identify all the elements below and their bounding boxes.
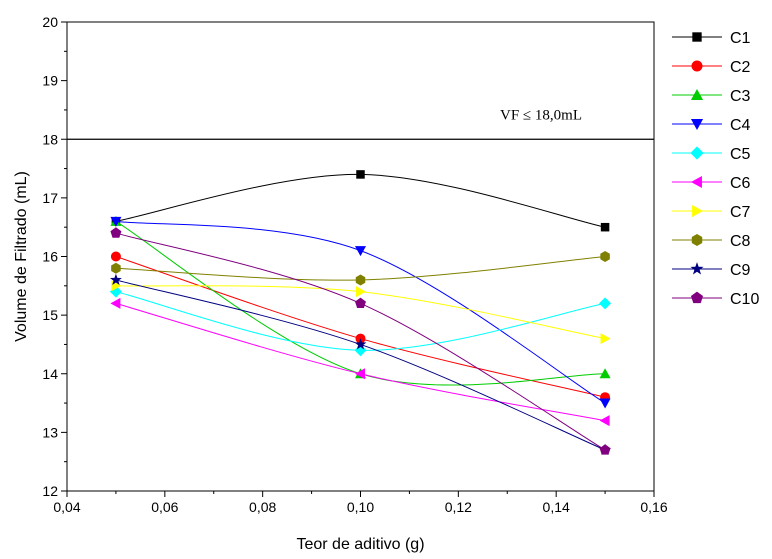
legend-marker (690, 291, 704, 304)
x-tick-label: 0,12 (445, 499, 472, 515)
legend-label: C5 (730, 146, 751, 163)
y-tick-label: 20 (42, 14, 58, 30)
legend-label: C8 (730, 233, 751, 250)
plot-frame (66, 21, 655, 492)
series-c1 (111, 170, 610, 232)
data-point (599, 444, 611, 455)
x-tick-label: 0,10 (347, 499, 374, 515)
legend-label: C9 (730, 262, 751, 279)
series-c10 (110, 227, 611, 455)
data-point (356, 170, 365, 179)
x-tick-label: 0,04 (53, 499, 80, 515)
legend-marker (692, 204, 704, 218)
legend-marker (690, 119, 704, 131)
series-c8 (111, 251, 610, 286)
x-tick-label: 0,06 (151, 499, 178, 515)
legend-entry-c2: C2 (672, 59, 751, 76)
legend-entry-c3: C3 (672, 88, 751, 105)
series-c7 (111, 280, 611, 345)
x-tick-label: 0,16 (640, 499, 667, 515)
data-point (600, 251, 610, 262)
data-point (356, 286, 366, 298)
legend-marker (692, 32, 702, 42)
data-point (599, 398, 611, 409)
data-point (355, 274, 366, 286)
data-point (354, 338, 367, 350)
y-tick-label: 16 (42, 249, 58, 265)
x-tick-label: 0,14 (543, 499, 570, 515)
data-point (355, 368, 365, 380)
y-tick-label: 15 (42, 307, 58, 323)
legend-label: C2 (730, 59, 751, 76)
y-tick-label: 19 (42, 73, 58, 89)
y-tick-label: 13 (42, 424, 58, 440)
data-point (600, 333, 611, 345)
data-point (600, 222, 610, 232)
y-tick-label: 17 (42, 190, 58, 206)
data-point (355, 246, 366, 257)
legend-entry-c1: C1 (672, 30, 751, 47)
data-point (110, 227, 122, 238)
x-axis-title: Teor de aditivo (g) (296, 536, 424, 553)
data-point (355, 297, 366, 309)
legend-entry-c7: C7 (672, 204, 751, 221)
series-c6 (110, 297, 610, 427)
legend-label: C4 (730, 117, 751, 134)
series-c4 (110, 216, 611, 409)
reference-line-label: VF ≤ 18,0mL (500, 107, 582, 123)
legend-entry-c8: C8 (672, 233, 751, 250)
series-line (115, 173, 606, 228)
legend-marker (690, 175, 702, 189)
x-tick-label: 0,08 (249, 499, 276, 515)
y-tick-label: 18 (42, 131, 58, 147)
legend-label: C10 (730, 291, 759, 308)
legend-label: C7 (730, 204, 751, 221)
y-axis-title: Volume de Filtrado (mL) (13, 171, 30, 342)
legend-marker (690, 88, 704, 100)
legend-entry-c9: C9 (672, 262, 751, 279)
legend-entry-c4: C4 (672, 117, 751, 134)
legend-marker (690, 262, 704, 275)
legend-label: C1 (730, 30, 751, 47)
legend-entry-c6: C6 (672, 175, 751, 192)
data-point (110, 297, 121, 309)
data-point (599, 297, 612, 310)
data-point (109, 273, 122, 286)
data-point (110, 251, 121, 262)
legend-marker (691, 233, 703, 247)
legend-label: C6 (730, 175, 751, 192)
legend-marker (691, 60, 703, 72)
legend-marker (690, 146, 704, 160)
legend-entry-c5: C5 (672, 146, 751, 163)
y-tick-label: 12 (42, 483, 58, 499)
data-point (111, 262, 121, 274)
data-point (599, 415, 610, 427)
data-point (110, 216, 122, 227)
legend-entry-c10: C10 (672, 291, 759, 308)
data-point (599, 368, 611, 379)
legend-label: C3 (730, 88, 751, 105)
y-tick-label: 14 (42, 366, 58, 382)
